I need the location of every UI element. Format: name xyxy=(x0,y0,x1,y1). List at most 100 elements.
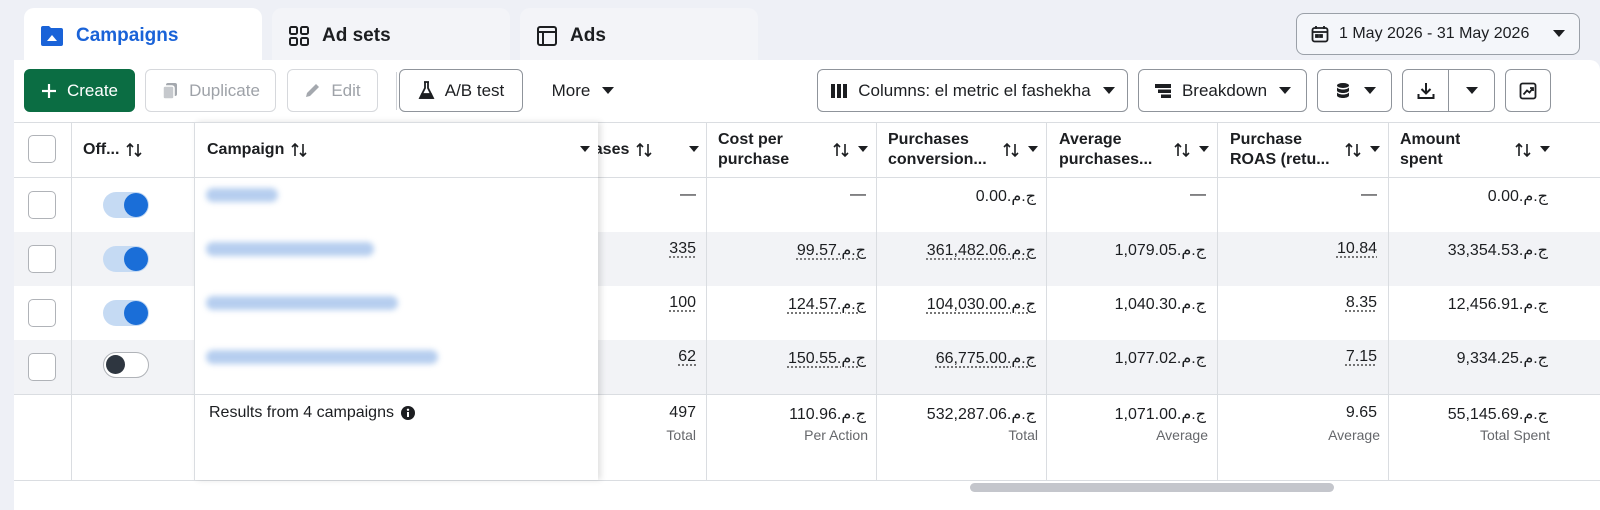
campaign-toggle[interactable] xyxy=(103,300,149,326)
tab-ad-sets[interactable]: Ad sets xyxy=(272,8,510,64)
row-checkbox[interactable] xyxy=(28,191,56,219)
toolbar-divider xyxy=(396,72,397,110)
caret-down-icon[interactable] xyxy=(580,146,590,153)
header-line: ROAS (retu... xyxy=(1230,150,1330,168)
average-purchases-value: ج.م.1,079.05 xyxy=(1114,242,1206,259)
column-header-cost-per-purchase[interactable]: Cost per purchase xyxy=(718,122,868,177)
horizontal-scrollbar[interactable] xyxy=(970,483,1334,492)
columns-button[interactable]: Columns: el metric el fashekha xyxy=(817,69,1128,112)
tab-label: Campaigns xyxy=(76,25,179,46)
campaigns-table: Off... hases Cost per purchase Purchases c… xyxy=(14,122,1600,492)
purchases-link[interactable]: 62 xyxy=(678,348,696,365)
caret-down-icon xyxy=(602,86,615,95)
cost-link[interactable]: ج.م.99.57 xyxy=(796,242,866,259)
row-checkbox[interactable] xyxy=(28,245,56,273)
header-line: Purchase xyxy=(1230,130,1303,148)
sort-icon xyxy=(635,142,653,158)
caret-down-icon[interactable] xyxy=(858,146,868,153)
create-button[interactable]: Create xyxy=(24,69,135,112)
date-range-label: 1 May 2026 - 31 May 2026 xyxy=(1339,25,1530,42)
date-range-picker[interactable]: 1 May 2026 - 31 May 2026 xyxy=(1296,13,1580,55)
column-header-purchase-roas[interactable]: Purchase ROAS (retu... xyxy=(1230,122,1380,177)
divider xyxy=(194,177,598,178)
campaign-toggle[interactable] xyxy=(103,192,149,218)
campaign-name-redacted[interactable] xyxy=(206,242,374,256)
purchases-link[interactable]: 335 xyxy=(669,240,696,257)
caret-down-icon[interactable] xyxy=(1199,146,1209,153)
column-header-label: Off... xyxy=(83,140,120,158)
summary-average-purchases-sub: Average xyxy=(1156,427,1208,443)
column-header-amount-spent[interactable]: Amount spent xyxy=(1400,122,1550,177)
purchases-link[interactable]: 100 xyxy=(669,294,696,311)
column-header-label: Purchase ROAS (retu... xyxy=(1230,130,1330,170)
column-header-campaign[interactable]: Campaign xyxy=(207,122,590,177)
create-label: Create xyxy=(66,80,119,100)
roas-link[interactable]: 10.84 xyxy=(1336,240,1377,257)
campaign-toggle[interactable] xyxy=(103,352,149,378)
header-line: Average xyxy=(1059,130,1122,148)
export-menu-button[interactable] xyxy=(1448,69,1495,112)
more-label: More xyxy=(551,80,591,100)
roas-link[interactable]: 7.15 xyxy=(1345,348,1377,365)
sort-icon xyxy=(832,142,850,158)
caret-down-icon[interactable] xyxy=(1028,146,1038,153)
tab-ads[interactable]: Ads xyxy=(520,8,758,64)
toggle-knob xyxy=(124,193,148,217)
caret-down-icon[interactable] xyxy=(1370,146,1380,153)
cost-link[interactable]: ج.م.150.55 xyxy=(787,350,866,367)
sort-icon xyxy=(1173,142,1191,158)
plus-icon xyxy=(41,83,57,99)
select-all-checkbox[interactable] xyxy=(28,135,56,163)
conversion-link[interactable]: ج.م.66,775.00 xyxy=(935,350,1036,367)
cost-per-purchase-value: ج.م.124.57 xyxy=(714,294,866,314)
purchases-conversion-value: ج.م.0.00 xyxy=(975,188,1036,205)
campaign-name-redacted[interactable] xyxy=(206,350,438,364)
view-charts-button[interactable] xyxy=(1505,69,1551,112)
duplicate-button[interactable]: Duplicate xyxy=(145,69,276,112)
sort-icon xyxy=(290,142,308,158)
download-icon xyxy=(1417,82,1435,100)
columns-icon xyxy=(830,83,848,99)
summary-cost-per-purchase: ج.م.110.96 xyxy=(789,406,866,423)
column-header-label: Cost per purchase xyxy=(718,130,789,170)
export-button[interactable] xyxy=(1402,69,1449,112)
column-header-off[interactable]: Off... xyxy=(83,122,193,177)
divider xyxy=(194,122,598,123)
row-checkbox[interactable] xyxy=(28,299,56,327)
campaign-name-redacted[interactable] xyxy=(206,188,278,202)
duplicate-label: Duplicate xyxy=(189,80,260,100)
caret-down-icon[interactable] xyxy=(1540,146,1550,153)
ab-test-label: A/B test xyxy=(444,80,505,100)
cost-link[interactable]: ج.م.124.57 xyxy=(787,296,866,313)
roas-link[interactable]: 8.35 xyxy=(1345,294,1377,311)
purchases-conversion-value: ج.م.104,030.00 xyxy=(884,294,1036,314)
ab-test-button[interactable]: A/B test xyxy=(399,69,523,112)
purchases-value: 62 xyxy=(598,348,696,366)
breakdown-button[interactable]: Breakdown xyxy=(1138,69,1307,112)
caret-down-icon xyxy=(1465,86,1478,95)
row-checkbox[interactable] xyxy=(28,353,56,381)
column-header-average-purchases[interactable]: Average purchases... xyxy=(1059,122,1209,177)
conversion-link[interactable]: ج.م.361,482.06 xyxy=(926,242,1036,259)
divider xyxy=(1046,122,1047,480)
conversion-link[interactable]: ج.م.104,030.00 xyxy=(926,296,1036,313)
column-header-purchases-conversion[interactable]: Purchases conversion... xyxy=(888,122,1038,177)
summary-purchase-roas: 9.65 xyxy=(1345,404,1377,421)
calendar-icon xyxy=(1311,25,1329,43)
amount-spent-value: ج.م.33,354.53 xyxy=(1447,242,1548,259)
purchase-roas-value: — xyxy=(1361,186,1377,203)
campaign-toggle[interactable] xyxy=(103,246,149,272)
more-button[interactable]: More xyxy=(533,69,633,112)
info-icon[interactable] xyxy=(400,406,415,420)
caret-down-icon xyxy=(1553,30,1565,38)
campaign-name-redacted[interactable] xyxy=(206,296,398,310)
purchases-conversion-value: ج.م.361,482.06 xyxy=(884,240,1036,260)
campaign-column: Campaign Results from 4 campaigns xyxy=(194,122,598,480)
caret-down-icon[interactable] xyxy=(689,146,699,153)
edit-button[interactable]: Edit xyxy=(287,69,378,112)
tab-campaigns[interactable]: Campaigns xyxy=(24,8,262,64)
column-header-purchases[interactable]: hases xyxy=(584,122,699,177)
stack-icon xyxy=(1334,82,1352,100)
divider xyxy=(1388,122,1389,480)
reports-button[interactable] xyxy=(1317,69,1392,112)
